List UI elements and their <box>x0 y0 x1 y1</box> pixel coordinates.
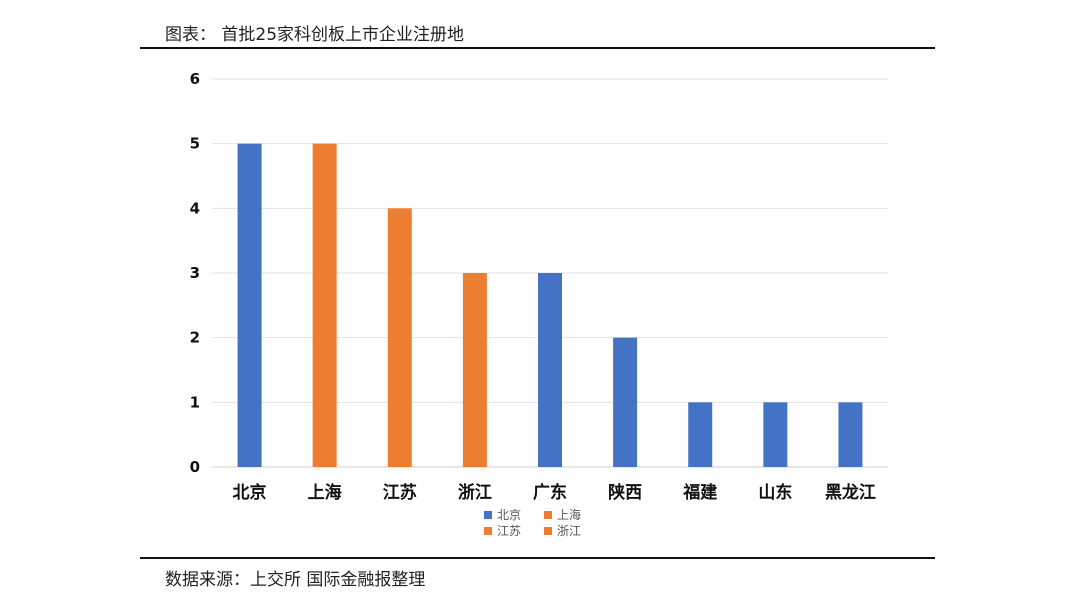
y-tick-label: 5 <box>190 135 200 153</box>
legend-label: 浙江 <box>557 524 581 538</box>
source-note: 数据来源：上交所 国际金融报整理 <box>165 570 426 590</box>
legend-swatch <box>484 511 492 519</box>
bar-4 <box>462 273 487 467</box>
bar-9 <box>838 402 863 467</box>
y-axis-ticks: 0 1 2 3 4 5 6 <box>190 70 200 476</box>
y-tick-label: 6 <box>190 70 200 88</box>
bar-1 <box>237 143 262 467</box>
legend-label: 江苏 <box>497 524 521 538</box>
x-tick-label: 江苏 <box>383 482 417 503</box>
y-tick-label: 4 <box>190 199 200 217</box>
x-tick-label: 陕西 <box>608 482 642 503</box>
y-tick-label: 1 <box>190 393 200 411</box>
bar-3 <box>387 208 412 468</box>
x-tick-label: 浙江 <box>458 482 492 503</box>
y-tick-label: 3 <box>190 264 200 282</box>
x-tick-label: 北京 <box>233 482 267 503</box>
legend-swatch <box>544 527 552 535</box>
bar-8 <box>763 402 788 467</box>
legend-label: 北京 <box>497 508 521 522</box>
x-tick-label: 广东 <box>533 482 567 503</box>
x-tick-label: 黑龙江 <box>825 482 876 503</box>
x-axis-ticks: 北京 上海 江苏 浙江 广东 陕西 福建 山东 黑龙江 <box>233 482 876 503</box>
y-tick-label: 0 <box>190 458 200 476</box>
x-tick-label: 山东 <box>758 482 792 503</box>
legend-swatch <box>484 527 492 535</box>
bar-6 <box>613 337 638 467</box>
bottom-divider <box>140 557 935 559</box>
bars <box>237 143 863 468</box>
top-divider <box>140 47 935 49</box>
legend-label: 上海 <box>557 507 581 522</box>
x-tick-label: 福建 <box>682 482 717 503</box>
x-tick-label: 上海 <box>308 482 342 503</box>
bar-2 <box>312 143 337 467</box>
legend-swatch <box>544 511 552 519</box>
y-tick-label: 2 <box>190 329 200 347</box>
chart-caption: 图表： 首批25家科创板上市企业注册地 <box>165 25 465 45</box>
bar-5 <box>538 273 562 467</box>
bar-7 <box>688 402 713 467</box>
